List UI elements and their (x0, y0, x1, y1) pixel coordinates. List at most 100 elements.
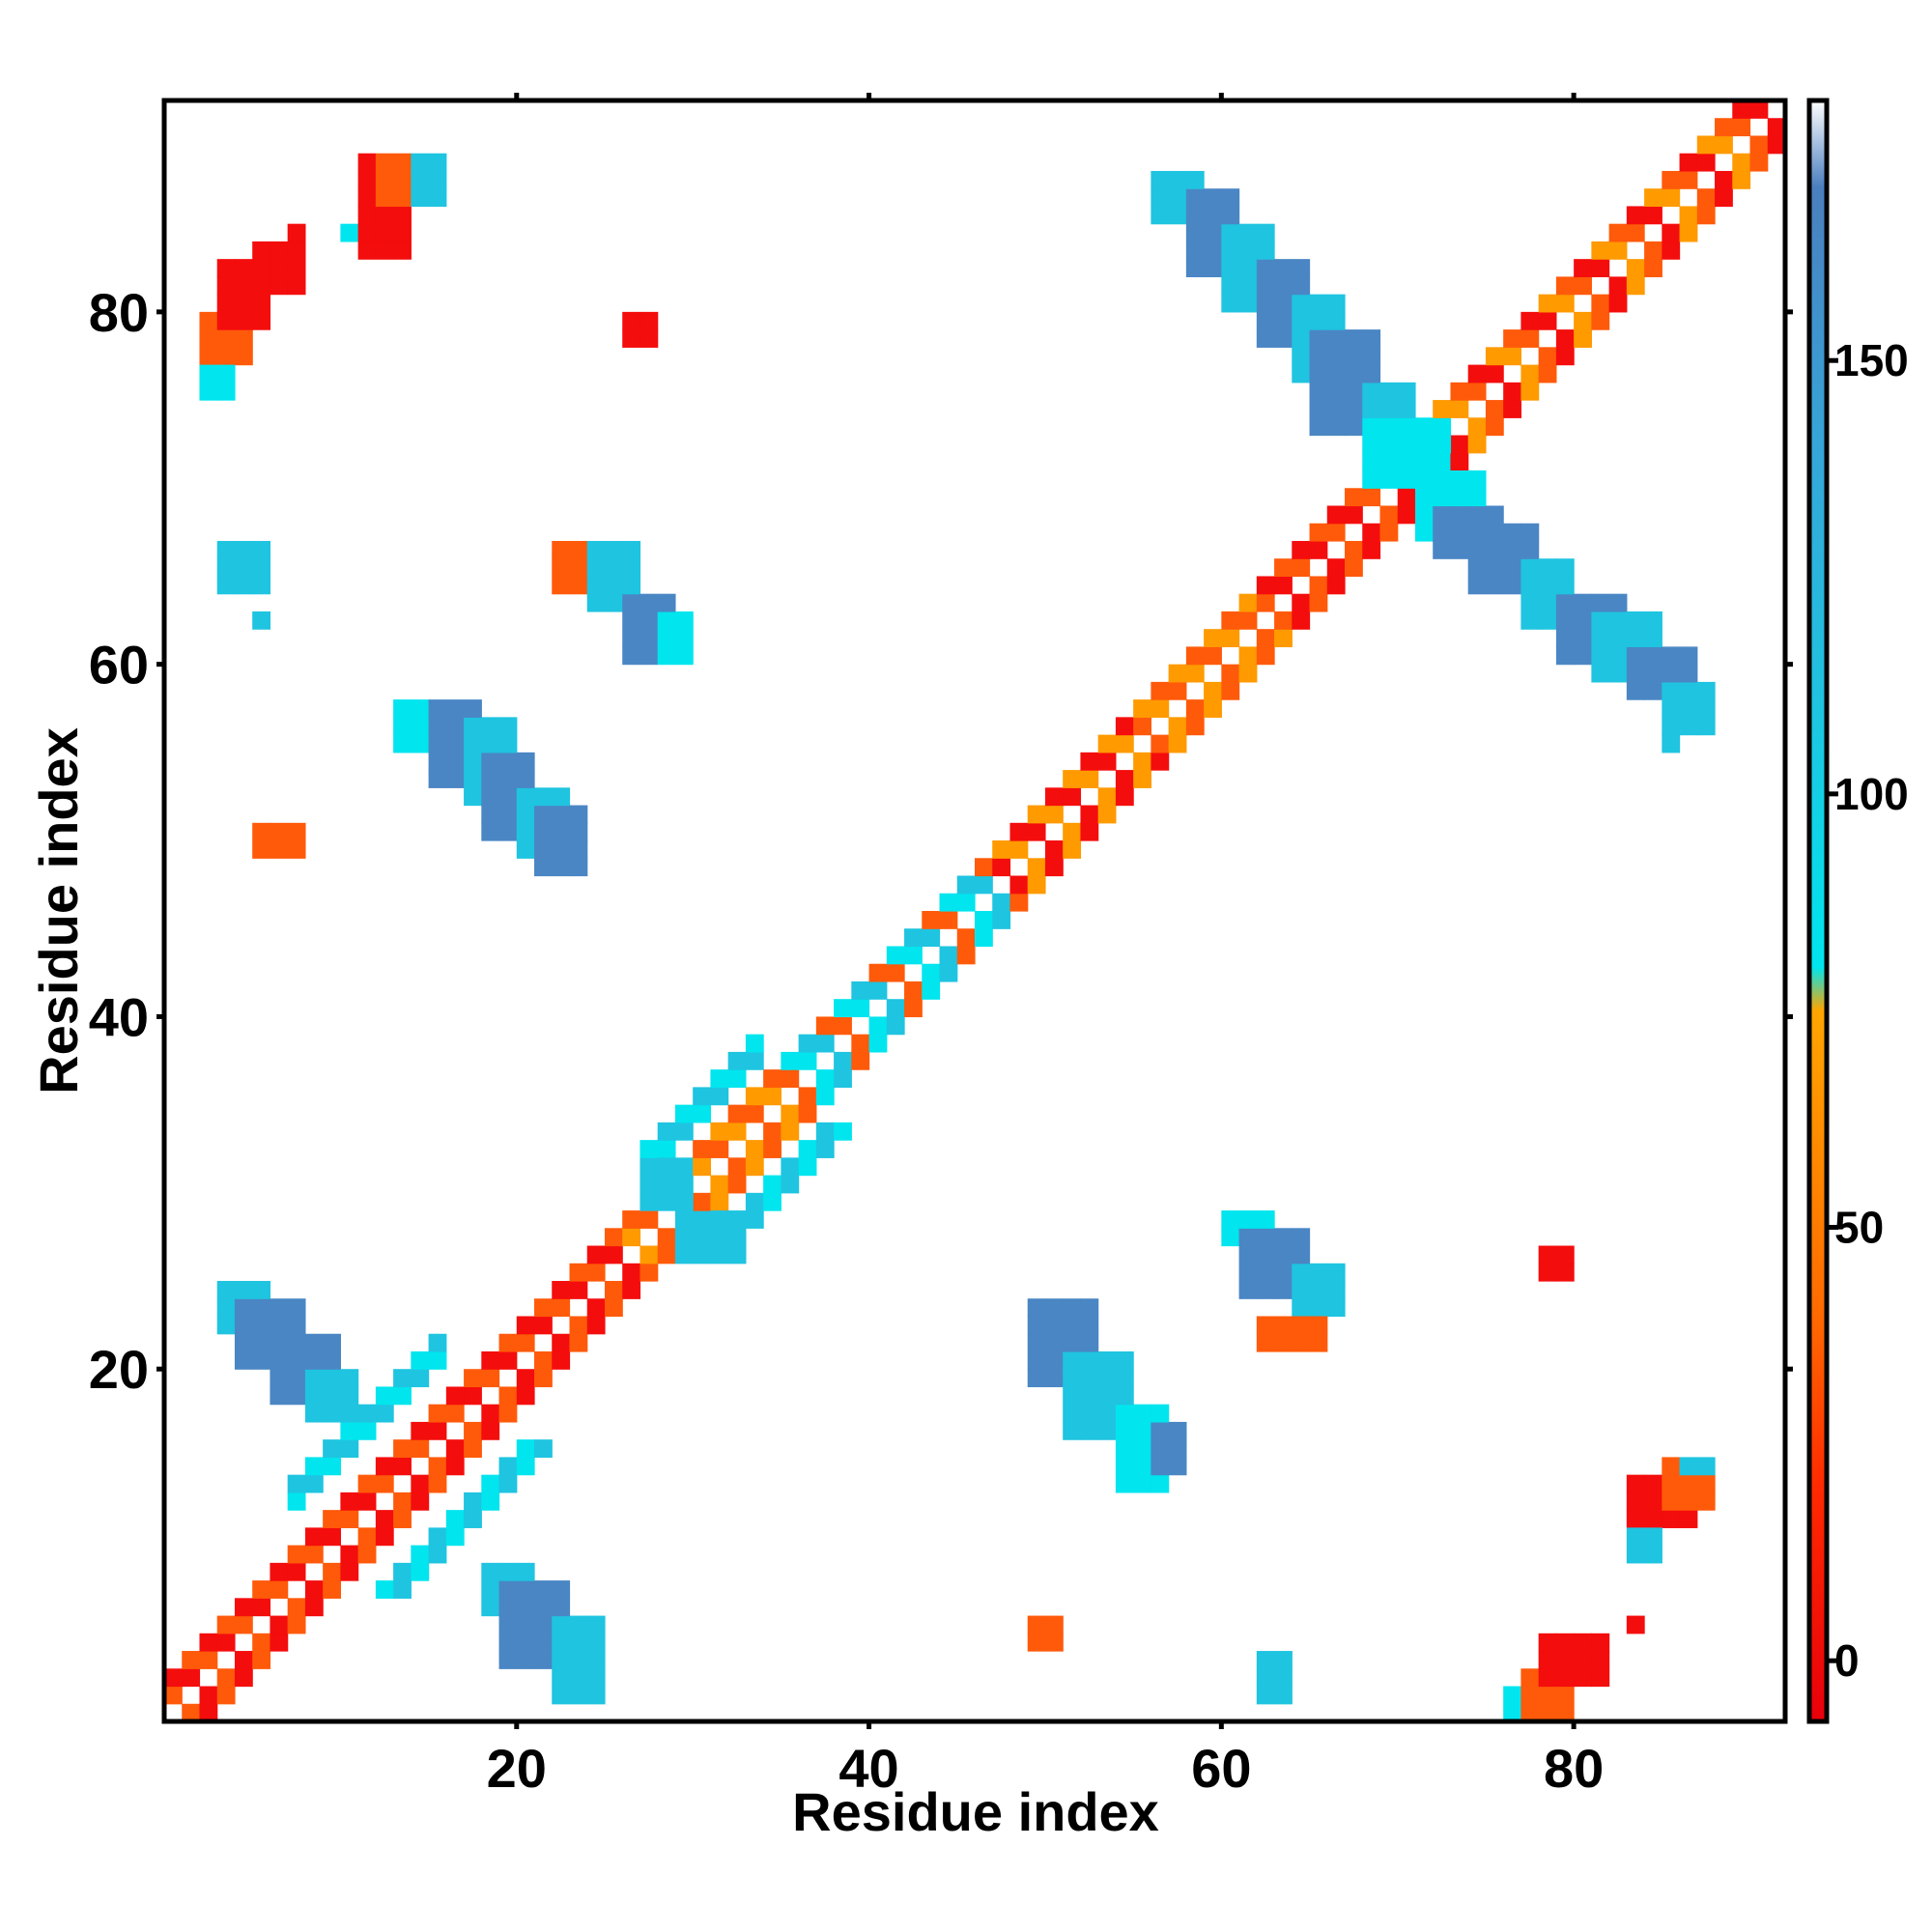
heatmap-cell (674, 1192, 694, 1211)
heatmap-cell (1644, 1510, 1662, 1528)
heatmap-cell (1115, 1369, 1134, 1388)
heatmap-cell (216, 1298, 236, 1318)
heatmap-cell (604, 593, 623, 612)
heatmap-cell (1133, 717, 1151, 736)
heatmap-cell (745, 1210, 764, 1229)
heatmap-cell (639, 1192, 659, 1211)
heatmap-cell (287, 241, 306, 260)
heatmap-cell (234, 1668, 253, 1688)
heatmap-cell (428, 1421, 447, 1440)
heatmap-cell (1467, 505, 1487, 525)
heatmap-cell (1450, 540, 1469, 559)
heatmap-cell (1133, 1439, 1151, 1459)
heatmap-cell (1520, 558, 1540, 578)
heatmap-cell (1027, 1350, 1046, 1370)
heatmap-cell (657, 1192, 676, 1211)
heatmap-cell (1221, 681, 1240, 700)
heatmap-cell (1644, 611, 1662, 630)
heatmap-cell (1538, 1633, 1557, 1652)
heatmap-cell (1238, 294, 1258, 313)
heatmap-cell (975, 911, 993, 929)
heatmap-cell (1274, 311, 1293, 330)
heatmap-cell (1555, 276, 1575, 296)
heatmap-cell (481, 805, 500, 824)
heatmap-cell (1574, 1633, 1592, 1652)
heatmap-cell (270, 822, 289, 841)
heatmap-cell (1185, 223, 1205, 242)
heatmap-cell (1450, 452, 1469, 471)
heatmap-cell (1027, 1298, 1046, 1318)
heatmap-cell (304, 1580, 324, 1599)
heatmap-cell (1256, 276, 1275, 296)
heatmap-cell (393, 206, 412, 225)
heatmap-cell (1503, 400, 1522, 418)
heatmap-cell (481, 1350, 500, 1370)
heatmap-cell (428, 1457, 447, 1476)
heatmap-cell (481, 1404, 500, 1423)
heatmap-cell (1574, 611, 1592, 630)
heatmap-cell (622, 611, 641, 630)
heatmap-cell (498, 1404, 518, 1423)
heatmap-cell (1450, 523, 1469, 542)
heatmap-cell (216, 540, 236, 559)
heatmap-cell (1414, 505, 1434, 525)
heatmap-cell (1309, 1316, 1328, 1335)
heatmap-cell (287, 1598, 306, 1617)
heatmap-cell (1221, 294, 1240, 313)
heatmap-cell (657, 1175, 676, 1194)
heatmap-cell (1185, 646, 1205, 666)
x-tick-label: 40 (838, 1738, 898, 1799)
heatmap-cell (1238, 1263, 1258, 1282)
heatmap-cell (1626, 1615, 1645, 1634)
heatmap-cell (1679, 681, 1698, 700)
heatmap-cell (464, 752, 482, 771)
heatmap-cell (1274, 1668, 1293, 1688)
heatmap-cell (445, 734, 465, 753)
heatmap-cell (1591, 664, 1610, 683)
heatmap-cell (428, 1527, 447, 1547)
heatmap-cell (216, 276, 236, 296)
heatmap-cell (252, 1580, 271, 1599)
heatmap-cell (428, 734, 447, 753)
heatmap-cell (234, 276, 253, 296)
heatmap-cell (1204, 188, 1222, 208)
heatmap-cell (604, 1245, 623, 1264)
heatmap-cell (851, 999, 870, 1018)
heatmap-cell (464, 717, 482, 736)
heatmap-cell (1221, 276, 1240, 296)
heatmap-cell (586, 1633, 606, 1652)
heatmap-cell (1256, 646, 1275, 666)
heatmap-cell (1679, 153, 1698, 172)
heatmap-cell (1168, 734, 1187, 753)
heatmap-cell (1274, 1245, 1293, 1264)
heatmap-cell (586, 1298, 606, 1318)
heatmap-cell (1326, 294, 1346, 313)
heatmap-cell (904, 999, 923, 1018)
heatmap-cell (1151, 206, 1170, 225)
heatmap-cell (375, 1457, 394, 1476)
heatmap-cell (1662, 188, 1681, 208)
heatmap-cell (569, 1333, 588, 1352)
heatmap-cell (1080, 1316, 1099, 1335)
heatmap-cell (552, 540, 571, 559)
heatmap-cell (1292, 329, 1311, 348)
heatmap-cell (622, 576, 641, 595)
heatmap-cell (375, 153, 394, 172)
heatmap-cell (1503, 1703, 1522, 1722)
heatmap-cell (1274, 1228, 1293, 1247)
heatmap-cell (199, 347, 218, 366)
heatmap-cell (1044, 1333, 1064, 1352)
heatmap-cell (481, 1580, 500, 1599)
heatmap-cell (1433, 470, 1452, 489)
heatmap-cell (674, 1104, 694, 1123)
heatmap-cell (1080, 1333, 1099, 1352)
heatmap-cell (1080, 822, 1099, 841)
heatmap-cell (604, 576, 623, 595)
heatmap-cell (516, 805, 535, 824)
heatmap-cell (464, 1439, 482, 1459)
heatmap-cell (622, 593, 641, 612)
heatmap-cell (1185, 206, 1205, 225)
heatmap-cell (975, 875, 993, 895)
heatmap-cell (164, 1686, 183, 1705)
